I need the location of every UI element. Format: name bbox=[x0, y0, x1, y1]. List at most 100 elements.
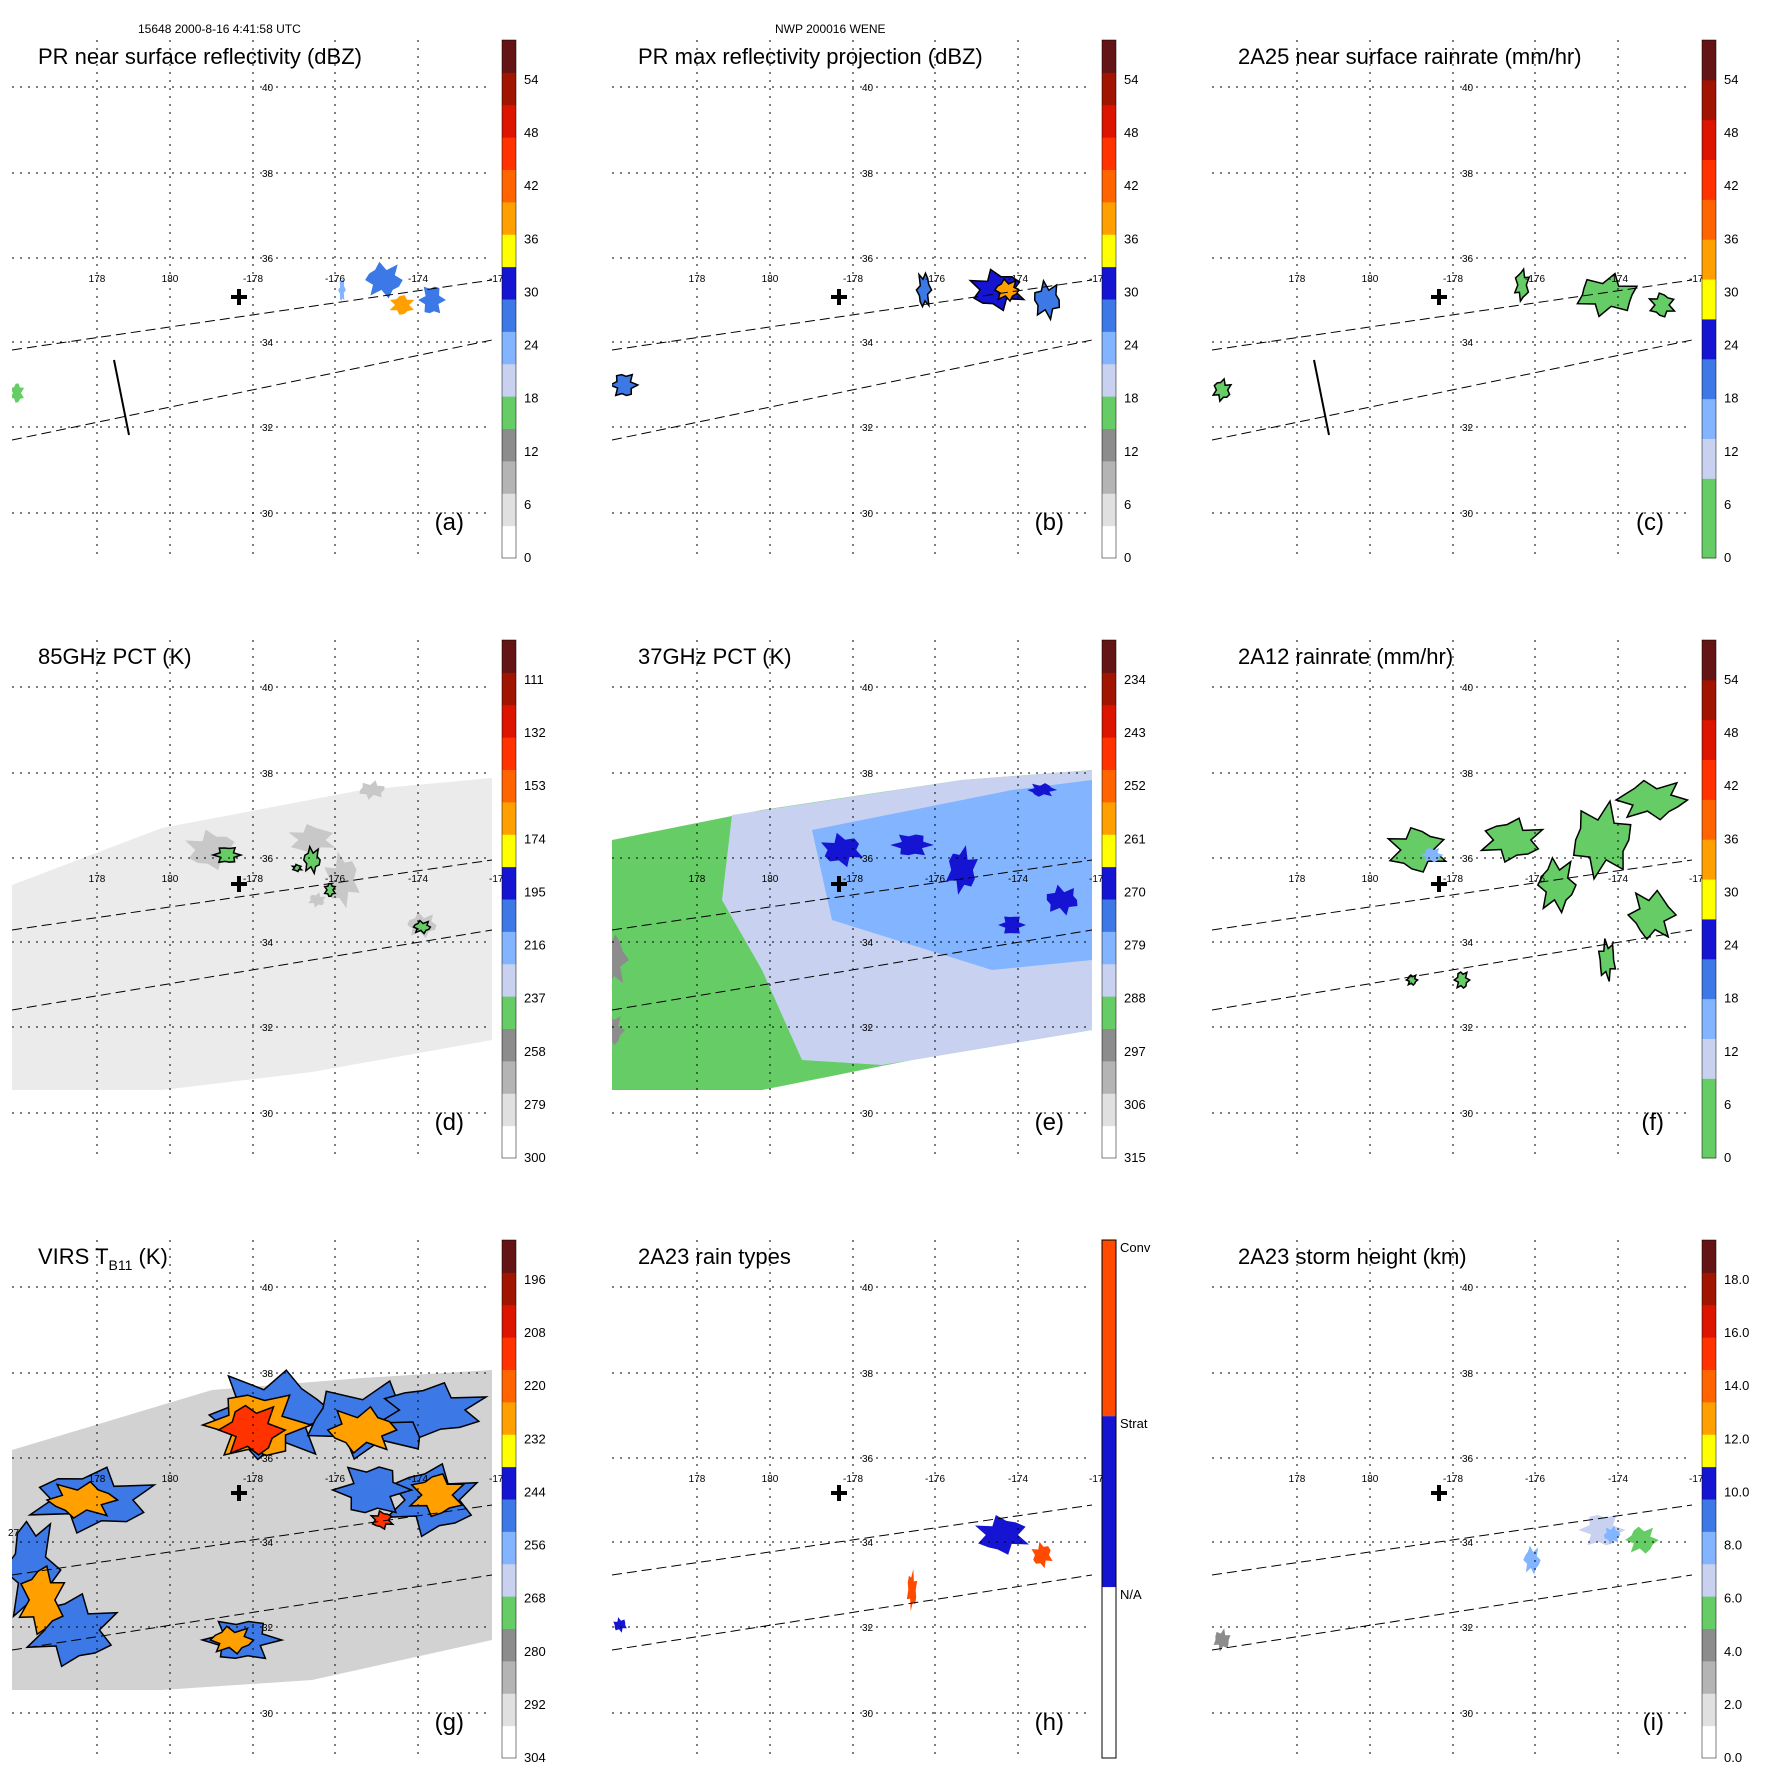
precip-cell bbox=[210, 846, 244, 864]
lon-label: -176 bbox=[925, 874, 945, 885]
precip-cell bbox=[1046, 884, 1078, 916]
storm-center-marker bbox=[231, 289, 247, 305]
colorbar-segment bbox=[1102, 1416, 1116, 1588]
colorbar-segment bbox=[502, 866, 516, 900]
precip-cell bbox=[993, 277, 1020, 303]
colorbar-tick-label: 216 bbox=[524, 938, 546, 953]
colorbar-frame bbox=[1101, 39, 1117, 559]
swath-edge-line bbox=[612, 1574, 1092, 1651]
lat-label: 38 bbox=[1462, 769, 1474, 780]
map-area bbox=[12, 40, 492, 558]
lat-label: 30 bbox=[262, 1109, 274, 1120]
lat-label: 38 bbox=[262, 769, 274, 780]
precip-cell bbox=[408, 1473, 466, 1518]
colorbar-segment bbox=[1702, 879, 1716, 920]
precip-cell bbox=[323, 882, 337, 898]
colorbar-segment bbox=[1102, 137, 1116, 170]
swath-edge-line bbox=[1212, 929, 1692, 1011]
swath-edge-line bbox=[612, 929, 1092, 1011]
colorbar-segment bbox=[502, 1434, 516, 1468]
colorbar-segment bbox=[502, 996, 516, 1029]
colorbar-frame bbox=[1101, 639, 1117, 1159]
colorbar-segment bbox=[1702, 1240, 1716, 1273]
lat-label: 34 bbox=[862, 338, 874, 349]
map-area bbox=[1212, 40, 1692, 558]
lat-label: 34 bbox=[1462, 338, 1474, 349]
lat-label: 30 bbox=[1462, 1109, 1474, 1120]
precip-cell bbox=[418, 286, 446, 314]
lon-label: -172 bbox=[489, 1474, 509, 1485]
map-area bbox=[612, 40, 1092, 558]
colorbar-segment bbox=[1702, 358, 1716, 400]
swath-edge-line bbox=[12, 1574, 492, 1651]
panel-title: VIRS TB11 (K) bbox=[38, 1244, 168, 1273]
colorbar-segment bbox=[502, 1693, 516, 1727]
panel-title: 85GHz PCT (K) bbox=[38, 644, 192, 669]
colorbar-segment bbox=[1102, 672, 1116, 706]
lon-label: -178 bbox=[843, 874, 863, 885]
precip-cell bbox=[326, 1405, 398, 1455]
colorbar-tick-label: 42 bbox=[1724, 178, 1738, 193]
colorbar-segment bbox=[1702, 79, 1716, 121]
swath-edge-line bbox=[12, 929, 492, 1011]
colorbar: 0 6 12 18 24 30 36 42 48 54 bbox=[1701, 639, 1738, 1165]
lon-label: 180 bbox=[1362, 874, 1379, 885]
colorbar-segment bbox=[1102, 331, 1116, 365]
colorbar-tick-label: 42 bbox=[1724, 778, 1738, 793]
panel-title: 2A12 rainrate (mm/hr) bbox=[1238, 644, 1453, 669]
swath-edge-line bbox=[1212, 339, 1692, 441]
colorbar-tick-label: 54 bbox=[1124, 72, 1138, 87]
colorbar-segment bbox=[1102, 1240, 1116, 1417]
colorbar-tick-label: 24 bbox=[1724, 938, 1738, 953]
colorbar-tick-label: 304 bbox=[524, 1750, 546, 1765]
panel-title: 2A23 storm height (km) bbox=[1238, 1244, 1467, 1269]
precip-cell bbox=[1479, 817, 1545, 864]
lat-label: 36 bbox=[862, 254, 874, 265]
lat-label: 40 bbox=[1462, 1283, 1474, 1294]
precip-cell bbox=[1597, 938, 1617, 982]
lat-label: 38 bbox=[862, 769, 874, 780]
lat-label: 34 bbox=[862, 1538, 874, 1549]
panel-letter: (i) bbox=[1643, 1709, 1664, 1736]
colorbar-tick-label: 288 bbox=[1124, 991, 1146, 1006]
colorbar-segment bbox=[502, 1401, 516, 1435]
colorbar-segment bbox=[1702, 918, 1716, 960]
precip-cell bbox=[1386, 826, 1448, 873]
colorbar-tick-label: 6 bbox=[1724, 1097, 1731, 1112]
precip-cell bbox=[1513, 267, 1531, 304]
colorbar-segment bbox=[502, 1272, 516, 1306]
colorbar-tick-label: 30 bbox=[1724, 284, 1738, 299]
precip-cell bbox=[375, 1381, 489, 1439]
precip-cell bbox=[185, 829, 239, 871]
colorbar-segment bbox=[502, 1725, 516, 1759]
colorbar-segment bbox=[1102, 201, 1116, 235]
colorbar-segment bbox=[1102, 460, 1116, 494]
panel-title: 2A23 rain types bbox=[638, 1244, 791, 1269]
swath-edge-line bbox=[612, 279, 1092, 351]
precip-cell bbox=[365, 261, 403, 299]
lon-label: 178 bbox=[89, 274, 106, 285]
precip-cell bbox=[18, 1564, 66, 1636]
lat-label: 40 bbox=[262, 683, 274, 694]
precip-cell bbox=[1647, 292, 1677, 318]
colorbar-segment bbox=[1102, 525, 1116, 559]
precip-cell bbox=[1578, 1515, 1626, 1546]
lat-label: 34 bbox=[262, 1538, 274, 1549]
colorbar-segment bbox=[1102, 363, 1116, 397]
colorbar-segment bbox=[502, 1531, 516, 1565]
lat-label: 38 bbox=[1462, 169, 1474, 180]
colorbar-tick-label: 0.0 bbox=[1724, 1750, 1742, 1765]
panel-letter: (c) bbox=[1636, 509, 1664, 536]
lon-label: -176 bbox=[325, 274, 345, 285]
colorbar-segment bbox=[1702, 1466, 1716, 1500]
precip-cell bbox=[208, 1625, 255, 1655]
colorbar: 0 6 12 18 24 30 36 42 48 54 bbox=[1101, 39, 1138, 565]
panel-letter: (a) bbox=[435, 509, 464, 536]
colorbar-segment bbox=[1102, 769, 1116, 803]
colorbar-segment bbox=[502, 525, 516, 559]
colorbar: 0 6 12 18 24 30 36 42 48 54 bbox=[501, 39, 538, 565]
colorbar-segment bbox=[1102, 40, 1116, 73]
cross-section-line bbox=[113, 359, 130, 436]
lat-label: 30 bbox=[1462, 1709, 1474, 1720]
header-center-text: NWP 200016 WENE bbox=[775, 22, 886, 36]
